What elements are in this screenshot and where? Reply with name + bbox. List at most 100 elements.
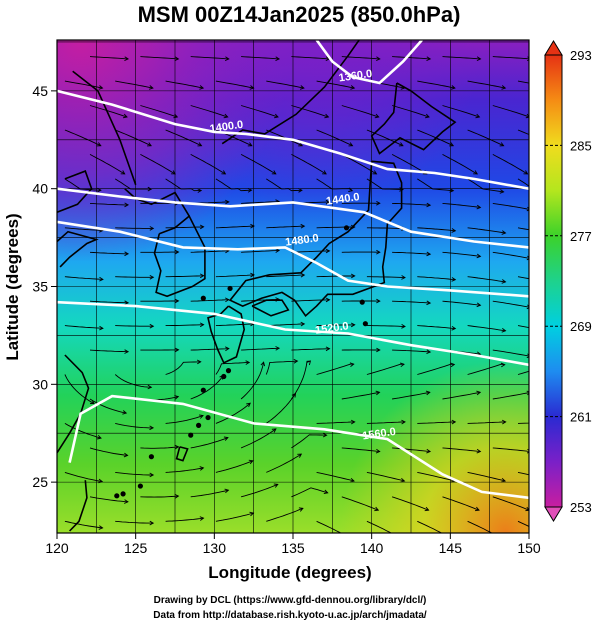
streamline	[115, 520, 154, 524]
streamline	[517, 370, 529, 375]
streamline	[266, 453, 302, 473]
streamline	[467, 363, 505, 375]
x-tick-label: 130	[203, 540, 227, 556]
y-axis: 25 30 35 40 45	[32, 83, 57, 490]
streamline	[240, 105, 279, 118]
streamline	[316, 324, 355, 327]
streamline	[467, 80, 506, 89]
streamline	[165, 467, 204, 473]
island	[137, 483, 143, 489]
coastline	[221, 40, 360, 145]
streamline-arrow	[124, 300, 130, 306]
streamline	[215, 80, 254, 89]
streamline	[341, 496, 379, 511]
island	[114, 493, 120, 499]
streamline-arrow	[199, 322, 205, 328]
streamline-arrow	[149, 425, 155, 431]
streamline	[241, 298, 280, 302]
streamline	[291, 250, 330, 253]
streamline-arrow	[174, 249, 180, 255]
streamline	[492, 202, 529, 210]
streamline	[341, 56, 380, 60]
streamline-arrow	[122, 113, 128, 119]
island	[225, 368, 232, 374]
streamline	[115, 471, 154, 476]
streamline	[442, 496, 480, 511]
credit-drawing: Drawing by DCL (https://www.gfd-dennou.o…	[154, 595, 427, 606]
streamline-arrow	[424, 506, 430, 512]
colorbar-ticks: 253 261 269 277 285 293	[545, 48, 592, 515]
streamline-arrow	[425, 113, 430, 119]
streamline-arrow	[501, 85, 507, 90]
contour-label: 1560.0	[362, 426, 397, 443]
streamline-arrow	[274, 113, 279, 119]
colorbar-body	[544, 54, 563, 508]
streamline	[215, 274, 255, 278]
streamline	[467, 276, 506, 283]
streamline-arrow	[372, 170, 378, 175]
streamline-arrow	[426, 251, 432, 257]
streamline	[291, 56, 330, 60]
streamline	[391, 154, 428, 175]
contour-label: 1480.0	[285, 232, 320, 249]
streamline-arrow	[96, 434, 102, 440]
streamline	[517, 80, 529, 84]
streamline-arrow	[577, 307, 581, 311]
streamline-arrow	[376, 249, 381, 255]
streamline-arrow	[501, 477, 507, 483]
streamline-arrow	[219, 374, 224, 380]
streamline	[190, 154, 226, 175]
streamline	[64, 471, 103, 483]
streamline	[165, 361, 201, 375]
streamline-arrow	[223, 436, 229, 441]
credit-data: Data from http://database.rish.kyoto-u.a…	[153, 610, 427, 621]
streamline	[266, 274, 305, 278]
streamline-arrow	[174, 298, 180, 304]
streamline	[115, 129, 152, 147]
streamline-arrow	[124, 251, 130, 257]
streamline	[165, 129, 202, 147]
streamline	[341, 391, 380, 400]
streamline-arrow	[576, 114, 580, 118]
plot-area: 1360.0 1400.0 1440.0 1480.0 1520.0 1560.0	[57, 40, 581, 533]
streamline-arrow	[374, 113, 380, 119]
coastline	[175, 446, 189, 462]
island	[200, 387, 206, 393]
colorbar-max-arrow	[544, 40, 563, 56]
streamline	[517, 422, 529, 424]
streamline	[341, 105, 379, 118]
streamline-arrow	[260, 361, 266, 367]
streamline	[517, 178, 529, 187]
x-tick-label: 145	[439, 540, 463, 556]
streamline	[517, 471, 529, 476]
streamline	[492, 105, 529, 118]
streamline-arrow	[199, 466, 205, 471]
streamline-arrow	[475, 113, 481, 119]
streamline	[417, 520, 443, 533]
streamline	[467, 325, 506, 332]
streamline-arrow	[199, 224, 205, 230]
streamline-arrow	[425, 390, 431, 396]
streamline-arrow	[398, 142, 404, 147]
streamline-arrow	[271, 428, 277, 433]
streamline-arrow	[273, 483, 279, 488]
island	[148, 454, 154, 460]
streamline	[64, 178, 101, 191]
streamline-arrow	[224, 488, 230, 494]
streamline	[291, 299, 330, 302]
streamline	[115, 276, 154, 278]
streamline-arrow	[221, 170, 227, 175]
coastline	[57, 354, 90, 454]
streamline	[492, 154, 528, 175]
streamline	[417, 129, 454, 147]
streamline-arrow	[577, 355, 581, 359]
streamline-arrow	[426, 300, 432, 306]
streamline-arrow	[250, 272, 255, 278]
streamline	[442, 300, 481, 306]
streamline-arrow	[401, 324, 406, 329]
streamline-arrow	[124, 202, 130, 208]
streamline-arrow	[376, 347, 381, 353]
streamline-arrow	[426, 202, 432, 208]
streamline	[165, 226, 204, 229]
streamline	[492, 496, 529, 511]
